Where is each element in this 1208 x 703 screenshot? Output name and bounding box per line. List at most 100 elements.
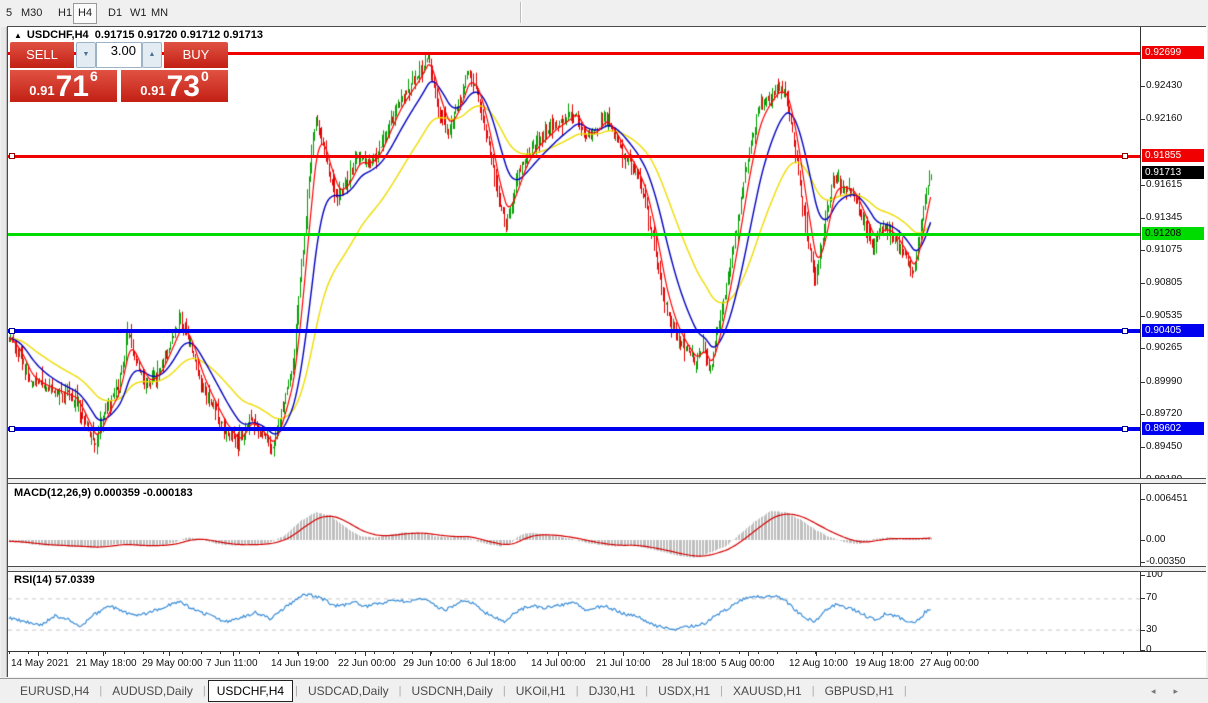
line-endpoint-marker[interactable] [1122, 152, 1128, 159]
volume-input[interactable]: 3.00 [96, 42, 142, 68]
chart-tab-audusd[interactable]: AUDUSD,Daily [112, 684, 193, 698]
time-axis-minor-tick [47, 652, 49, 654]
price-macd-splitter[interactable] [8, 478, 1206, 484]
macd-indicator-canvas[interactable] [8, 482, 1140, 566]
chart-tab-dj30[interactable]: DJ30,H1 [588, 684, 636, 698]
tab-separator: | [575, 685, 579, 697]
timeframe-button-w1[interactable]: W1 [130, 7, 147, 19]
time-axis-minor-tick [1084, 652, 1086, 654]
line-endpoint-marker[interactable] [1122, 425, 1128, 432]
sell-button[interactable]: SELL [10, 42, 74, 68]
time-axis-minor-tick [316, 652, 318, 654]
time-axis-major-tick [430, 652, 431, 656]
timeframe-button-5[interactable]: 5 [6, 7, 13, 19]
time-axis-label: 19 Aug 18:00 [855, 658, 914, 669]
tab-scroll-arrows[interactable]: ◂▸ [1150, 686, 1196, 696]
rsi-label: RSI(14) 57.0339 [14, 574, 95, 586]
chart-symbol-label: USDCHF,H4 [26, 29, 89, 41]
time-axis-label: 28 Jul 18:00 [662, 658, 717, 669]
macd-rsi-splitter[interactable] [8, 566, 1206, 572]
volume-decrease-button[interactable]: ▼ [76, 42, 96, 68]
price-axis-tick: 0.90535 [1146, 309, 1183, 321]
support-line-green[interactable] [8, 233, 1140, 237]
time-axis-major-tick [233, 652, 234, 656]
macd-label: MACD(12,26,9) 0.000359 -0.000183 [14, 487, 193, 499]
chart-tab-usdcnh[interactable]: USDCNH,Daily [411, 684, 493, 698]
price-chart-canvas[interactable] [8, 40, 1140, 478]
price-axis[interactable] [1140, 27, 1207, 652]
price-axis-tick-mark [1141, 282, 1145, 284]
time-axis-minor-tick [1007, 652, 1009, 654]
time-axis-minor-tick [911, 652, 913, 654]
line-endpoint-marker[interactable] [9, 152, 15, 159]
time-axis-major-tick [558, 652, 559, 656]
collapse-triangle-icon[interactable]: ▲ [14, 31, 22, 40]
chart-tab-ukoil[interactable]: UKOil,H1 [515, 684, 566, 698]
time-axis-label: 27 Aug 00:00 [920, 658, 979, 669]
rsi-axis-tick: 0 [1146, 644, 1152, 655]
chart-tab-usdcad[interactable]: USDCAD,Daily [307, 684, 389, 698]
time-axis-minor-tick [585, 652, 586, 654]
time-axis-minor-tick [796, 652, 798, 654]
chart-tab-xauusd[interactable]: XAUUSD,H1 [733, 684, 802, 698]
timeframe-button-h1[interactable]: H1 [58, 7, 73, 19]
current-price-label: 0.91713 [1142, 165, 1204, 179]
resistance-line[interactable] [8, 154, 1140, 158]
resistance-line[interactable] [8, 52, 1140, 56]
rsi-indicator-canvas[interactable] [8, 570, 1140, 651]
time-axis-minor-tick [66, 652, 68, 654]
macd-values: 0.000359 -0.000183 [94, 487, 193, 499]
time-axis-minor-tick [969, 652, 970, 654]
time-axis-minor-tick [873, 652, 874, 654]
buy-button[interactable]: BUY [164, 42, 228, 68]
time-axis-minor-tick [546, 652, 548, 654]
time-axis-minor-tick [565, 652, 567, 654]
line-endpoint-marker[interactable] [9, 425, 15, 432]
time-axis-major-tick [103, 652, 104, 656]
time-axis-label: 29 Jun 10:00 [403, 658, 461, 669]
time-axis-minor-tick [527, 652, 529, 654]
timeframe-button-m30[interactable]: M30 [21, 7, 43, 19]
chart-tab-usdchf[interactable]: USDCHF,H4 [207, 680, 294, 702]
time-axis-minor-tick [393, 652, 394, 654]
price-line-label: 0.89602 [1142, 421, 1204, 435]
timeframe-button-mn[interactable]: MN [151, 7, 169, 19]
macd-name: MACD(12,26,9) [14, 487, 92, 499]
timeframe-button-h4[interactable]: H4 [73, 3, 98, 24]
time-axis-minor-tick [738, 652, 740, 654]
sell-price-display[interactable]: 0.91 71 6 [10, 69, 117, 102]
time-axis-minor-tick [181, 652, 183, 654]
chart-tab-eurusd[interactable]: EURUSD,H4 [20, 684, 90, 698]
chart-tab-usdx[interactable]: USDX,H1 [658, 684, 711, 698]
price-axis-tick: 0.91075 [1146, 244, 1183, 256]
time-axis-minor-tick [162, 652, 164, 654]
time-axis-minor-tick [297, 652, 298, 654]
support-line-blue[interactable] [8, 426, 1140, 431]
time-axis-minor-tick [431, 652, 433, 654]
timeframe-button-d1[interactable]: D1 [108, 7, 123, 19]
time-axis-minor-tick [450, 652, 452, 654]
time-axis-major-tick [169, 652, 170, 656]
time-axis-minor-tick [469, 652, 471, 654]
buy-price-display[interactable]: 0.91 73 0 [121, 69, 228, 103]
chart-tab-gbpusd[interactable]: GBPUSD,H1 [824, 684, 894, 698]
price-axis-tick-mark [1141, 118, 1145, 120]
time-axis-minor-tick [508, 652, 510, 654]
time-axis-major-tick [947, 652, 948, 656]
price-line-label: 0.91855 [1142, 148, 1204, 162]
support-line-blue[interactable] [8, 329, 1140, 334]
rsi-name: RSI(14) [14, 574, 52, 586]
buy-price-big-digits: 73 [166, 70, 200, 103]
tab-separator: | [903, 685, 907, 697]
time-axis-minor-tick [1026, 652, 1028, 654]
line-endpoint-marker[interactable] [1122, 328, 1128, 335]
time-axis[interactable]: 14 May 2021 21 May 18:00 29 May 00:00 7 Jun… [8, 651, 1206, 677]
timeframe-toolbar: 5 M30 H1 H4 D1 W1 MN [0, 0, 1208, 26]
time-axis-minor-tick [1103, 652, 1105, 654]
one-click-trade-panel: SELL ▼ 3.00 ▲ BUY 0.91 71 6 0.91 73 0 [10, 42, 228, 102]
volume-increase-button[interactable]: ▲ [142, 42, 162, 68]
chart-tab-bar: EURUSD,H4 | AUDUSD,Daily | USDCHF,H4 | USDCAD,… [0, 678, 1208, 703]
price-axis-tick: 0.91345 [1146, 211, 1183, 223]
time-axis-minor-tick [1045, 652, 1047, 654]
line-endpoint-marker[interactable] [9, 328, 15, 335]
